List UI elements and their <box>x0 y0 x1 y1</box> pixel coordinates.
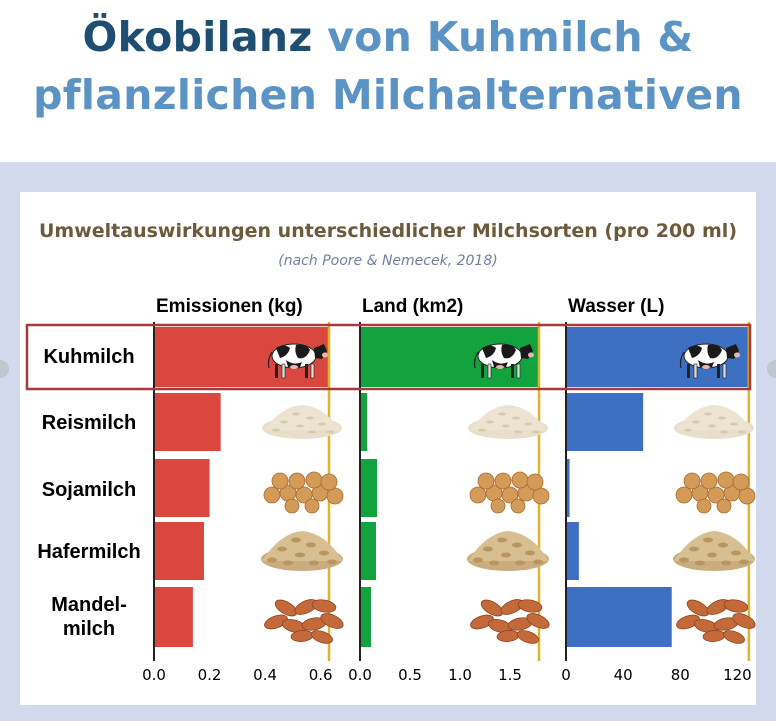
tick-label-emissionen: 0.2 <box>198 666 222 684</box>
bar-emissionen-reismilch <box>154 393 221 451</box>
panel-header-land: Land (km2) <box>362 296 463 317</box>
category-label-reismilch: Reismilch <box>42 412 136 434</box>
tick-label-wasser: 120 <box>723 666 752 684</box>
bar-wasser-hafermilch <box>566 522 579 580</box>
bar-emissionen-mandelmilch <box>154 587 193 647</box>
tick-label-wasser: 40 <box>614 666 633 684</box>
page-title-line-1: Ökobilanz von Kuhmilch & <box>0 14 776 60</box>
tick-label-land: 1.0 <box>448 666 472 684</box>
tick-label-land: 1.5 <box>498 666 522 684</box>
carousel-next-handle[interactable] <box>767 360 776 378</box>
soybeans-icon-emissionen <box>263 471 344 514</box>
soybeans-icon-wasser <box>675 471 756 514</box>
panel-header-emissionen: Emissionen (kg) <box>156 296 303 317</box>
bar-land-sojamilch <box>360 459 377 517</box>
highlight-frame-kuhmilch <box>25 323 752 391</box>
bar-land-mandelmilch <box>360 587 371 647</box>
bar-wasser-reismilch <box>566 393 644 451</box>
rice-grains-icon-wasser <box>674 405 754 439</box>
tick-label-emissionen: 0.0 <box>142 666 166 684</box>
tick-label-land: 0.5 <box>398 666 422 684</box>
page-title-line-2: pflanzlichen Milchalternativen <box>33 71 743 119</box>
category-label-sojamilch: Sojamilch <box>42 479 136 501</box>
category-label-hafermilch: Hafermilch <box>37 541 140 563</box>
bar-wasser-mandelmilch <box>566 587 672 647</box>
tick-label-land: 0.0 <box>348 666 372 684</box>
panel-header-wasser: Wasser (L) <box>568 296 664 317</box>
oat-flakes-icon-emissionen <box>261 531 343 571</box>
oat-flakes-icon-wasser <box>673 531 755 571</box>
bar-emissionen-sojamilch <box>154 459 210 517</box>
bar-land-reismilch <box>360 393 367 451</box>
chart-title: Umweltauswirkungen unterschiedlicher Mil… <box>39 220 737 242</box>
oat-flakes-icon-land <box>467 531 549 571</box>
tick-label-wasser: 80 <box>671 666 690 684</box>
carousel-prev-handle[interactable] <box>0 360 9 378</box>
rice-grains-icon-land <box>468 405 548 439</box>
title-light-part: von Kuhmilch & <box>327 13 694 61</box>
category-label-mandelmilch: Mandel-milch <box>51 594 127 640</box>
category-label-kuhmilch: Kuhmilch <box>43 346 134 368</box>
almonds-icon-wasser <box>674 596 758 647</box>
almonds-icon-emissionen <box>262 596 346 647</box>
tick-label-wasser: 0 <box>561 666 571 684</box>
soybeans-icon-land <box>469 471 550 514</box>
bar-land-hafermilch <box>360 522 376 580</box>
bar-emissionen-hafermilch <box>154 522 204 580</box>
tick-label-emissionen: 0.4 <box>253 666 277 684</box>
tick-label-emissionen: 0.6 <box>309 666 333 684</box>
chart-subtitle: (nach Poore & Nemecek, 2018) <box>278 253 498 269</box>
title-dark-word: Ökobilanz <box>82 13 313 61</box>
bar-wasser-sojamilch <box>566 459 570 517</box>
